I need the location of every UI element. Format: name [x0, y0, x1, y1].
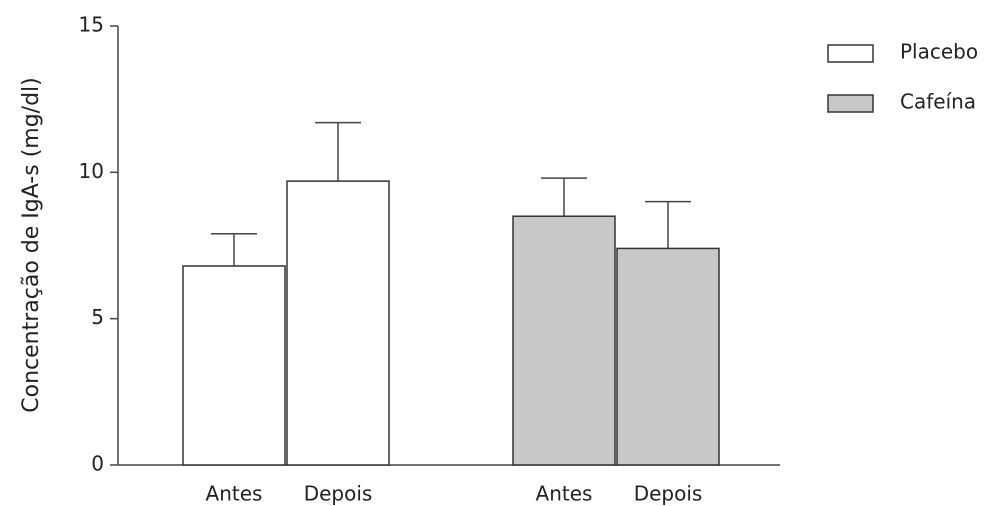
bar [286, 180, 390, 466]
y-axis-label: Concentração de IgA-s (mg/dl) [19, 77, 44, 412]
y-tick-label: 5 [91, 305, 104, 329]
bar [182, 265, 286, 466]
y-tick-label: 10 [79, 159, 104, 183]
y-tick-label: 15 [79, 13, 104, 37]
legend-label: Cafeína [900, 90, 976, 114]
y-tick-label: 0 [91, 452, 104, 476]
x-tick-label: Antes [536, 482, 593, 506]
x-tick-label: Depois [634, 482, 703, 506]
x-tick-label: Antes [206, 482, 263, 506]
legend-swatch [827, 94, 874, 113]
x-tick-label: Depois [304, 482, 373, 506]
legend-label: Placebo [900, 40, 978, 64]
bar [512, 215, 616, 466]
bar [616, 247, 720, 466]
legend-swatch [827, 44, 874, 63]
